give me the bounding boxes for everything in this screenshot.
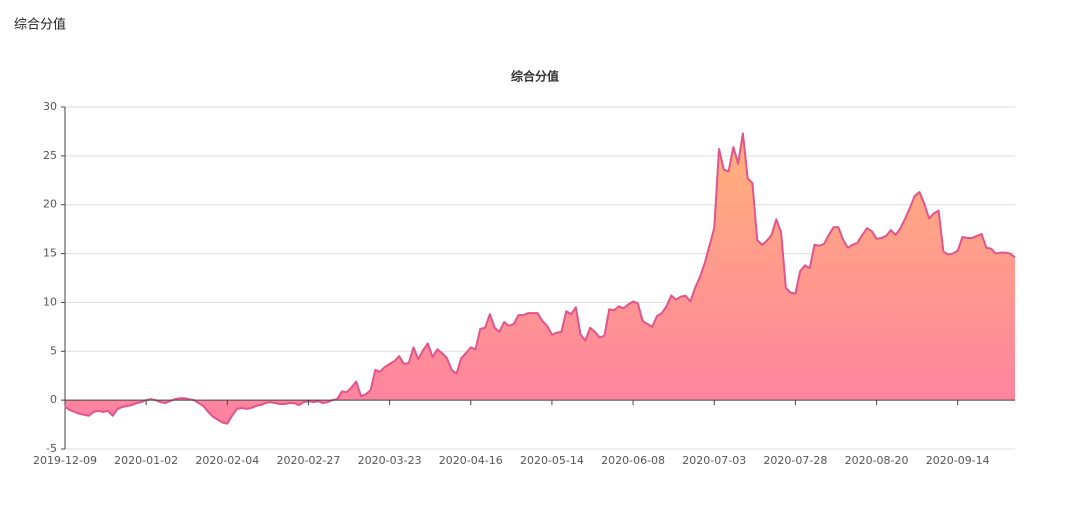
x-tick-label: 2020-07-28 [763,454,827,467]
y-tick-label: 5 [50,344,57,357]
x-tick-label: 2020-09-14 [926,454,990,467]
y-tick-label: 25 [43,149,57,162]
x-tick-label: 2020-05-14 [520,454,584,467]
y-tick-label: 0 [50,393,57,406]
x-tick-label: 2019-12-09 [33,454,97,467]
x-tick-label: 2020-04-16 [439,454,503,467]
area [65,133,1015,424]
y-tick-label: -5 [46,442,57,455]
y-tick-label: 15 [43,247,57,260]
x-tick-label: 2020-06-08 [601,454,665,467]
x-tick-label: 2020-01-02 [114,454,178,467]
chart-title: 综合分值 [511,69,559,84]
x-tick-label: 2020-02-27 [276,454,340,467]
x-tick-label: 2020-07-03 [682,454,746,467]
x-tick-label: 2020-02-04 [195,454,259,467]
line [64,132,1016,425]
x-tick-label: 2020-08-20 [845,454,909,467]
y-tick-label: 10 [43,295,57,308]
x-tick-label: 2020-03-23 [358,454,422,467]
page-title: 综合分值 [14,17,66,33]
y-tick-label: 30 [43,100,57,113]
y-tick-label: 20 [43,198,57,211]
